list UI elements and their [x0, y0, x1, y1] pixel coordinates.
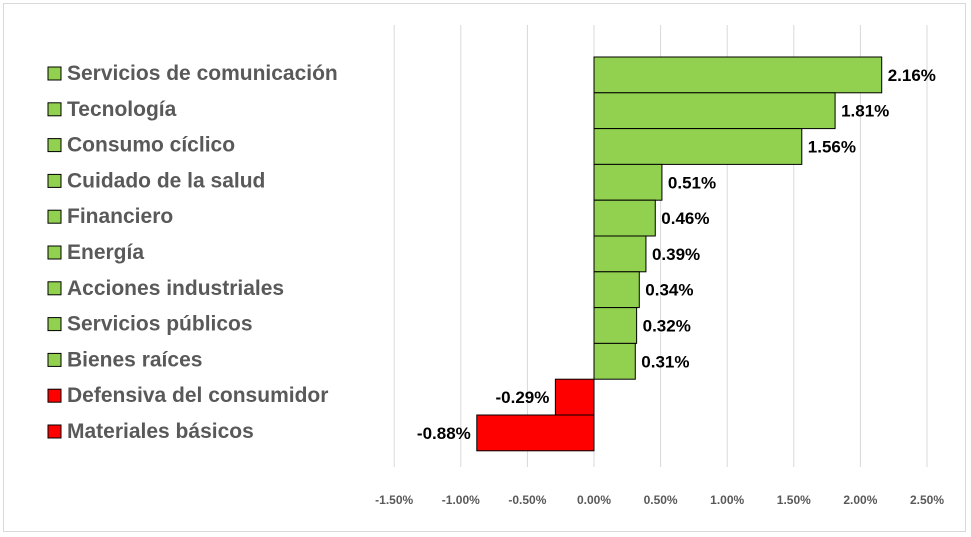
- legend: Servicios de comunicación Tecnología Consu…: [47, 62, 338, 443]
- bar: [593, 271, 640, 309]
- legend-label: Servicios públicos: [67, 313, 253, 336]
- legend-swatch: [47, 245, 62, 260]
- bar: [593, 92, 836, 130]
- gridlines: [393, 25, 928, 467]
- legend-swatch: [47, 281, 62, 296]
- bar: [554, 378, 595, 416]
- x-tick-label: -0.50%: [508, 493, 546, 507]
- legend-label: Defensiva del consumidor: [67, 384, 328, 407]
- bar: [593, 199, 656, 237]
- data-label: -0.29%: [495, 388, 549, 407]
- x-tick-label: 2.50%: [910, 493, 944, 507]
- bar: [593, 342, 636, 380]
- legend-label: Materiales básicos: [67, 420, 254, 443]
- data-label: 2.16%: [888, 66, 936, 85]
- bar: [593, 128, 803, 165]
- bars: [476, 56, 883, 452]
- x-tick-label: 0.00%: [577, 493, 611, 507]
- x-tick-label: 2.00%: [843, 493, 877, 507]
- bar: [593, 235, 647, 273]
- bar: [593, 307, 638, 344]
- legend-label: Acciones industriales: [67, 277, 284, 300]
- legend-swatch: [47, 424, 62, 439]
- x-axis-ticks: -1.50% -1.00% -0.50% 0.00% 0.50% 1.00% 1.50% 2.…: [375, 493, 944, 507]
- legend-label: Tecnología: [67, 98, 177, 121]
- legend-swatch: [47, 138, 62, 153]
- legend-swatch: [47, 317, 62, 332]
- legend-label: Consumo cíclico: [67, 134, 235, 157]
- x-tick-label: 1.00%: [710, 493, 744, 507]
- bar: [476, 414, 595, 452]
- legend-swatch: [47, 209, 62, 224]
- data-label: 0.46%: [661, 209, 709, 228]
- x-tick-label: 0.50%: [644, 493, 678, 507]
- bar: [593, 56, 883, 94]
- x-tick-label: -1.00%: [442, 493, 480, 507]
- data-labels: 2.16% 1.81% 1.56% 0.51% 0.46% 0.39% 0.34% 0.32%…: [417, 66, 936, 443]
- legend-label: Cuidado de la salud: [67, 169, 265, 192]
- legend-swatch: [47, 173, 62, 188]
- legend-swatch: [47, 66, 62, 81]
- legend-label: Servicios de comunicación: [67, 62, 338, 85]
- data-label: 0.39%: [652, 245, 700, 264]
- data-label: -0.88%: [417, 424, 471, 443]
- legend-swatch: [47, 352, 62, 367]
- data-label: 0.31%: [641, 352, 689, 371]
- legend-label: Energía: [67, 241, 144, 264]
- data-label: 0.34%: [645, 281, 693, 300]
- legend-label: Bienes raíces: [67, 348, 202, 371]
- legend-label: Financiero: [67, 205, 173, 228]
- data-label: 1.81%: [841, 102, 889, 121]
- x-tick-label: -1.50%: [375, 493, 413, 507]
- data-label: 0.51%: [668, 173, 716, 192]
- data-label: 0.32%: [643, 317, 691, 336]
- legend-swatch: [47, 388, 62, 403]
- legend-swatch: [47, 102, 62, 117]
- bar: [593, 163, 663, 201]
- x-tick-label: 1.50%: [777, 493, 811, 507]
- data-label: 1.56%: [808, 138, 856, 157]
